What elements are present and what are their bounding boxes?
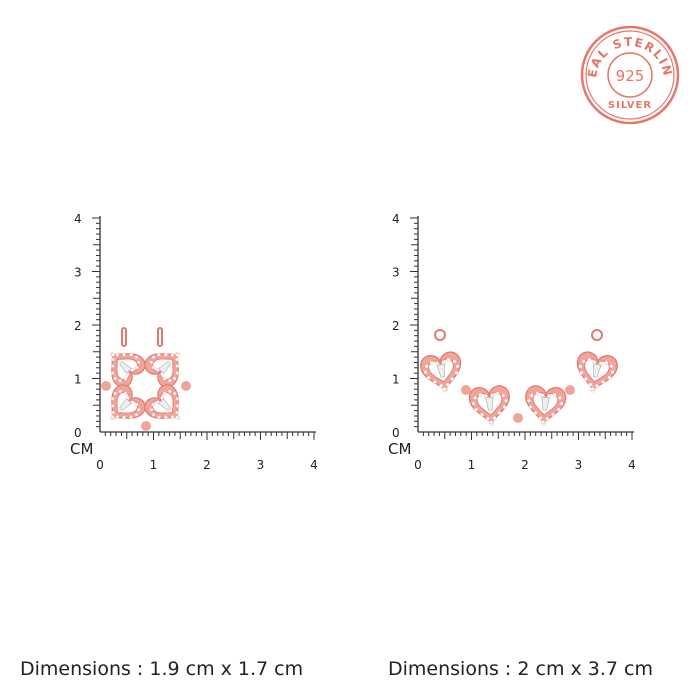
x-tick-label: 0	[96, 458, 104, 472]
bead	[101, 381, 111, 391]
heart-charm	[144, 384, 180, 420]
x-tick-label: 3	[257, 458, 265, 472]
bead	[141, 421, 151, 431]
bail-loop	[434, 329, 446, 341]
x-tick-label: 4	[628, 458, 636, 472]
svg-text:REAL STERLING: REAL STERLING	[0, 0, 675, 79]
y-tick-label: 1	[392, 373, 400, 387]
bail-loop	[591, 329, 603, 341]
y-tick-label: 2	[74, 319, 82, 333]
y-tick-label: 4	[392, 212, 400, 226]
ruler-right: 0 1 2 3 4 0 1 2 3 4 CM	[388, 212, 636, 472]
heart-charm	[110, 384, 146, 420]
unit-label: CM	[388, 440, 411, 458]
y-tick-label: 4	[74, 212, 82, 226]
y-tick-label: 0	[392, 426, 400, 440]
heart-necklace-pendant-image	[420, 329, 618, 426]
x-tick-label: 0	[414, 458, 422, 472]
dimensions-right: Dimensions : 2 cm x 3.7 cm	[388, 658, 653, 680]
bead	[565, 385, 575, 395]
y-tick-label: 1	[74, 373, 82, 387]
unit-label: CM	[70, 440, 93, 458]
ruler-left: 0 1 2 3 4 0 1 2 3 4 CM	[70, 212, 318, 472]
x-tick-label: 2	[203, 458, 211, 472]
heart-charm	[144, 352, 180, 388]
heart-charm	[576, 351, 618, 393]
bead	[181, 381, 191, 391]
sterling-silver-badge: REAL STERLING 925 SILVER	[0, 0, 680, 125]
y-tick-label: 3	[392, 266, 400, 280]
y-tick-label: 3	[74, 266, 82, 280]
heart-charm	[420, 351, 462, 393]
x-tick-label: 1	[468, 458, 476, 472]
badge-top-text: REAL STERLING	[0, 0, 674, 79]
bead	[513, 413, 523, 423]
heart-charm	[110, 352, 146, 388]
badge-bottom-text: SILVER	[608, 100, 652, 111]
bead	[461, 385, 471, 395]
heart-charm	[525, 385, 567, 426]
x-tick-label: 3	[575, 458, 583, 472]
clover-pendant-image	[101, 327, 191, 431]
y-tick-label: 2	[392, 319, 400, 333]
dimensions-left: Dimensions : 1.9 cm x 1.7 cm	[20, 658, 304, 680]
x-tick-label: 4	[310, 458, 318, 472]
badge-center-text: 925	[616, 67, 645, 85]
x-tick-label: 1	[150, 458, 158, 472]
heart-charm	[468, 385, 510, 426]
y-tick-label: 0	[74, 426, 82, 440]
x-tick-label: 2	[521, 458, 529, 472]
